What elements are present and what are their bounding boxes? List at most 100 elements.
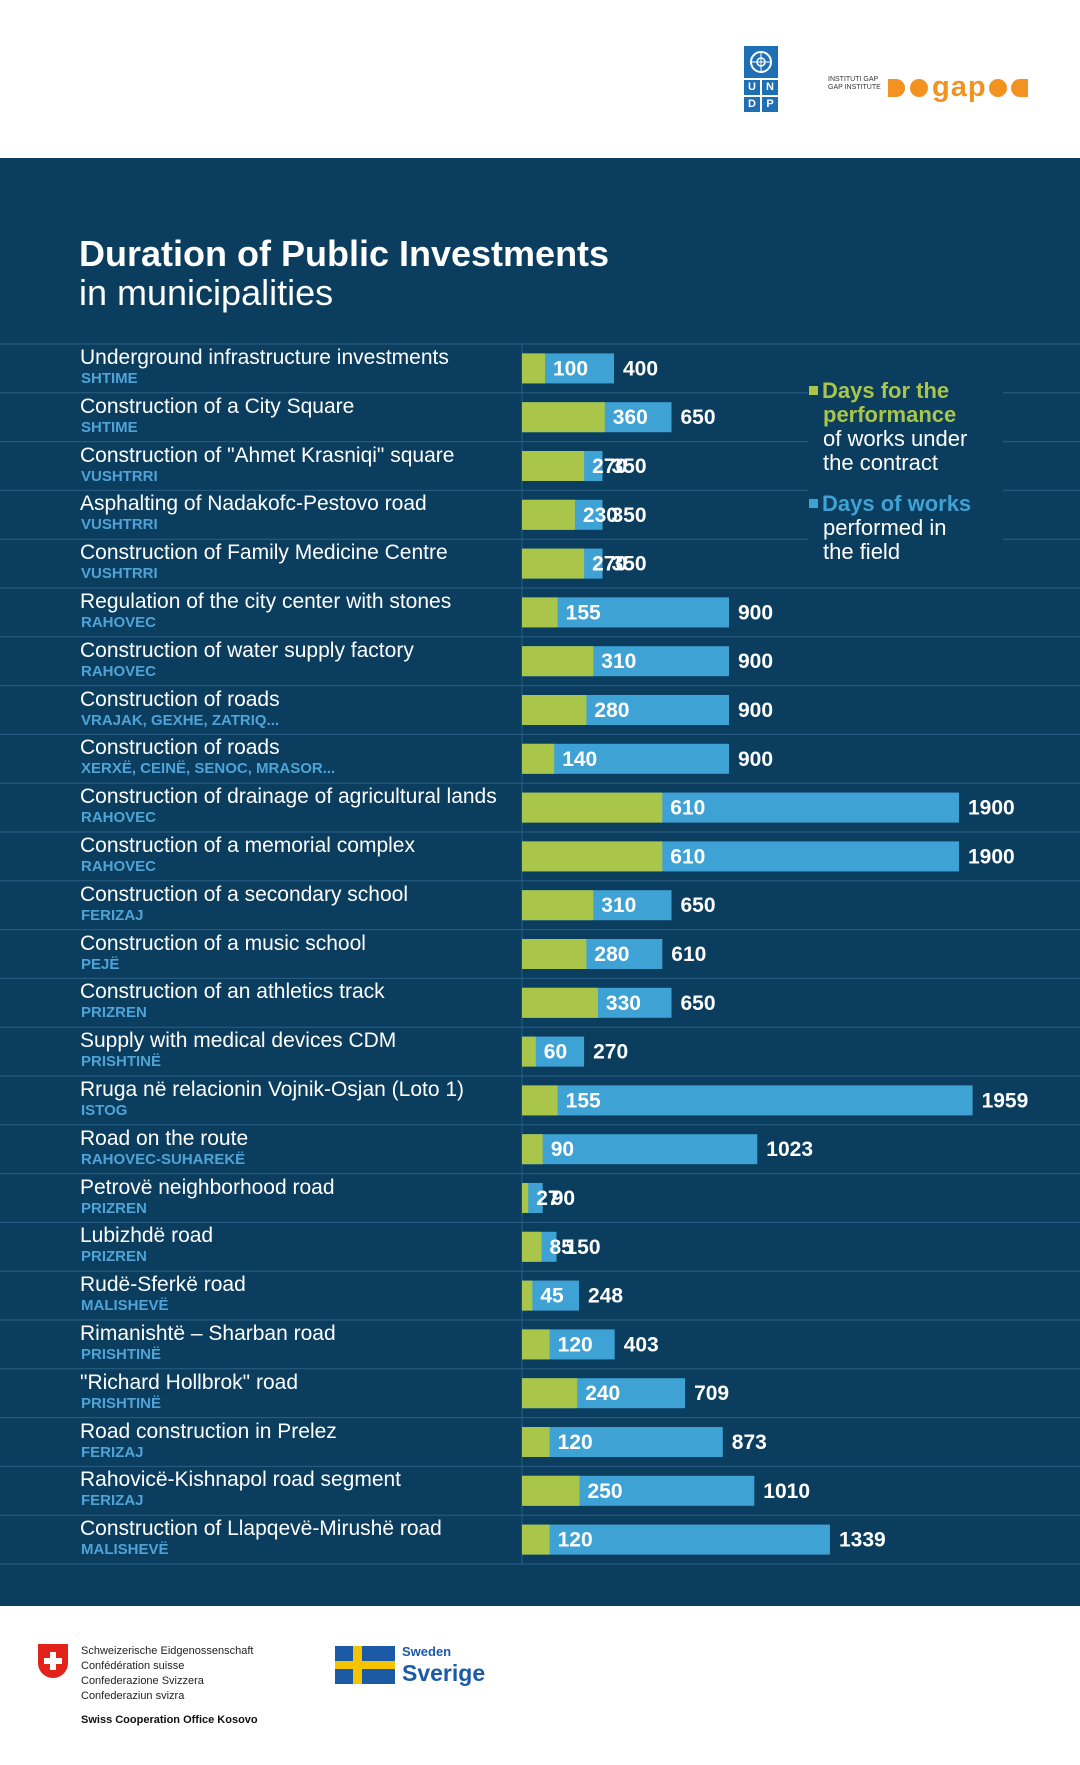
contract-days-bar [522,1134,543,1165]
project-name: Road construction in Prelez [80,1419,337,1443]
municipality-name: VUSHTRRI [81,516,158,534]
contract-days-bar [522,890,594,921]
field-days-label: 1339 [839,1529,886,1552]
legend-field-text-1: performed in [823,515,947,540]
municipality-name: RAHOVEC [81,858,157,875]
contract-days-bar [522,1475,580,1506]
project-name: Construction of drainage of agricultural… [80,785,497,809]
project-name: Lubizhdë road [80,1224,214,1248]
chart-title: Duration of Public Investments [79,233,610,274]
contract-days-bar [522,548,585,579]
undp-logo: U N D P [744,46,778,112]
municipality-name: RAHOVEC [81,662,157,680]
contract-days-label: 27 [536,1187,559,1210]
legend-field: Days of works performed in the field [809,491,972,564]
field-days-bar [522,1085,973,1116]
contract-days-label: 310 [601,650,636,673]
contract-days-label: 100 [553,357,588,380]
swiss-line: Schweizerische Eidgenossenschaft [81,1645,254,1657]
contract-days-label: 610 [670,797,705,820]
legend-contract: Days for the performance of works under … [809,378,968,475]
contract-days-bar [522,1085,558,1116]
municipality-name: PRISHTINË [81,1346,162,1363]
field-days-label: 90 [552,1187,575,1210]
gap-wordmark: gap [932,71,987,103]
municipality-name: PRIZREN [81,1248,147,1266]
project-name: Rruga në relacionin Vojnik-Osjan (Loto 1… [80,1078,465,1101]
field-days-label: 650 [681,894,716,917]
project-name: Construction of roads [80,687,280,711]
project-name: Construction of a music school [80,931,366,955]
project-name: Construction of a secondary school [80,882,409,906]
gap-logo-small-text: INSTITUTI GAP GAP INSTITUTE [828,76,888,92]
contract-days-label: 280 [594,943,629,966]
municipality-name: SHTIME [81,370,138,387]
contract-days-label: 45 [540,1285,564,1308]
contract-days-label: 120 [558,1529,593,1552]
municipality-name: XERXË, CEINË, SENOC, MRASOR... [81,760,336,778]
municipality-name: PRIZREN [81,1004,147,1022]
gap-dots-left-icon [888,79,928,97]
swiss-line: Confédération suisse [81,1660,185,1672]
footer: Schweizerische Eidgenossenschaft Confédé… [0,1606,1080,1765]
project-name: Underground infrastructure investments [80,346,449,369]
legend-blue-swatch [809,498,818,508]
contract-days-bar [522,451,585,481]
field-days-label: 900 [738,748,773,771]
chart-subtitle: in municipalities [79,272,334,313]
contract-days-label: 155 [566,601,601,624]
municipality-name: FERIZAJ [81,906,144,924]
contract-days-bar [522,1378,578,1409]
municipality-name: MALISHEVË [81,1541,169,1559]
undp-letter: D [744,97,760,112]
contract-days-label: 230 [583,504,618,527]
project-name: Construction of an athletics track [80,980,385,1004]
legend-contract-title-2: performance [823,402,957,427]
gap-logo-line-1: INSTITUTI GAP [828,76,879,83]
field-days-label: 400 [623,357,658,380]
legend-contract-title-1: Days for the [822,378,950,403]
swiss-logo-text: Schweizerische Eidgenossenschaft Confédé… [81,1644,253,1704]
legend-contract-text-1: of works under [823,426,968,451]
legend-field-title: Days of works [822,491,972,516]
municipality-name: PRISHTINË [81,1053,162,1071]
un-emblem-icon [744,46,778,78]
gap-logo-line-2: GAP INSTITUTE [828,84,881,91]
header: U N D P INSTITUTI GAP GAP INSTITUTE gap [0,0,1080,158]
contract-days-bar [522,939,587,969]
contract-days-label: 610 [670,845,705,868]
municipality-name: FERIZAJ [81,1492,144,1510]
field-days-label: 900 [738,650,773,673]
project-name: Rahovicë-Kishnapol road segment [80,1468,402,1492]
contract-days-bar [522,841,663,872]
swiss-office-label: Swiss Cooperation Office Kosovo [81,1714,258,1726]
contract-days-bar [522,1524,550,1555]
contract-days-label: 310 [601,894,636,917]
contract-days-bar [522,1427,550,1457]
municipality-name: RAHOVEC [81,809,157,827]
contract-days-label: 270 [592,553,627,576]
municipality-name: VUSHTRRI [81,467,158,485]
contract-days-bar [522,1329,550,1360]
field-days-label: 900 [738,601,773,624]
field-days-bar [522,1524,830,1555]
sweden-flag-icon [335,1646,395,1684]
contract-days-label: 250 [588,1480,623,1503]
field-days-label: 1900 [968,797,1015,820]
contract-days-bar [522,1231,542,1262]
contract-days-label: 280 [594,699,629,722]
contract-days-bar [522,1183,529,1213]
contract-days-bar [522,402,605,433]
municipality-name: MALISHEVË [81,1297,169,1315]
field-days-label: 1900 [968,845,1015,868]
field-days-bar [522,743,729,774]
field-days-label: 1959 [982,1089,1029,1112]
legend-contract-text-2: the contract [823,450,938,475]
contract-days-label: 270 [592,455,627,478]
contract-days-bar [522,646,594,677]
contract-days-bar [522,743,555,774]
field-days-label: 350 [612,553,647,576]
municipality-name: VUSHTRRI [81,565,158,583]
contract-days-bar [522,987,598,1018]
project-name: Road on the route [80,1126,249,1150]
